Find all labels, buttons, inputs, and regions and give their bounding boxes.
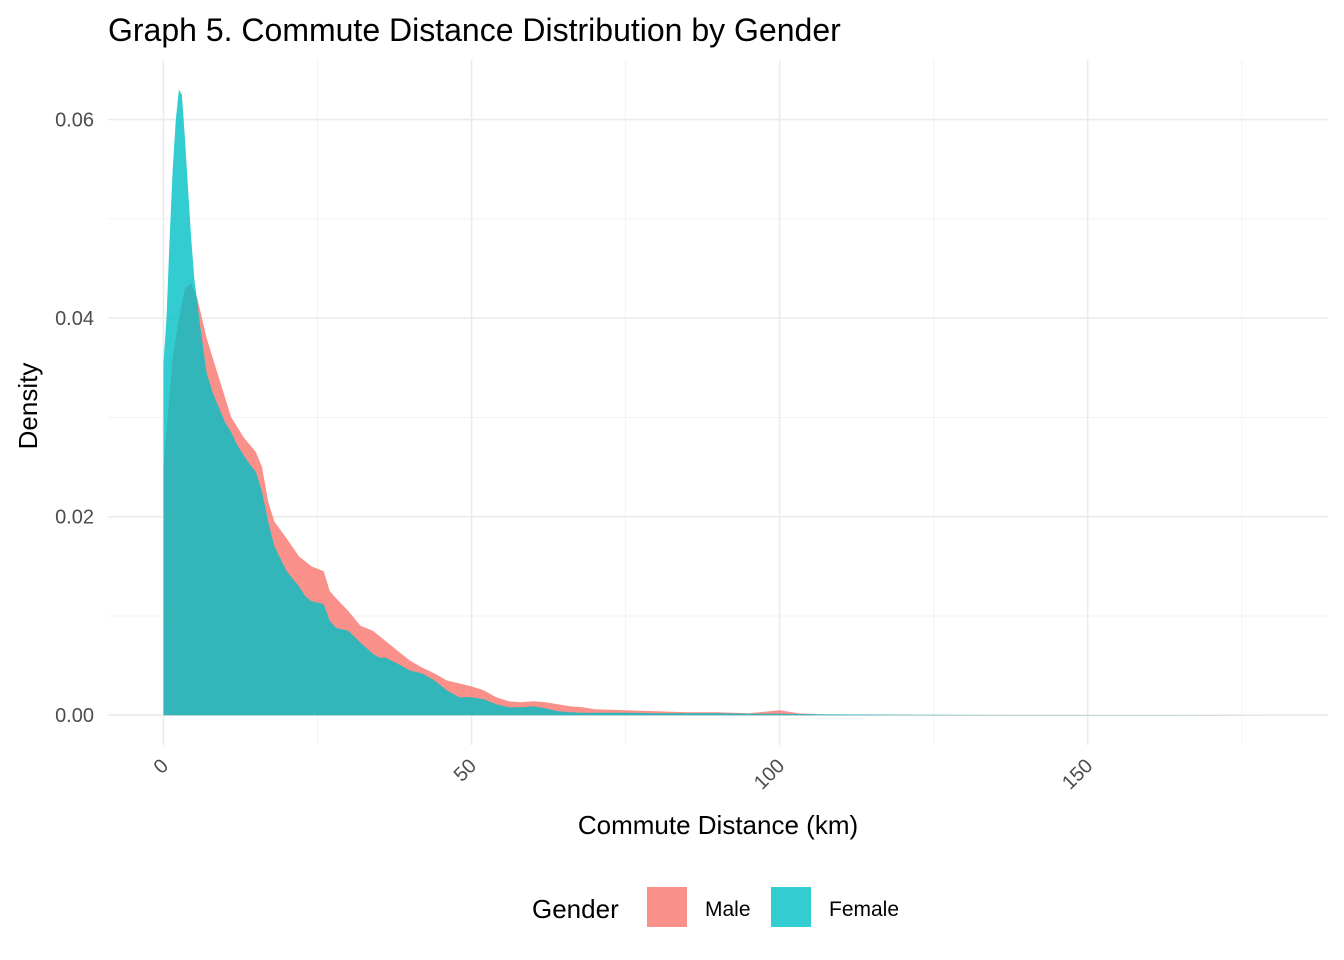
y-tick-label: 0.06 <box>55 110 94 132</box>
y-axis-title: Density <box>13 363 43 450</box>
legend-label-male: Male <box>705 898 751 921</box>
grid-lines <box>108 60 1328 745</box>
density-areas <box>163 89 1273 716</box>
legend-key-female <box>771 887 811 927</box>
density-area-female <box>163 89 1273 716</box>
legend-key-male <box>647 887 687 927</box>
legend-label-female: Female <box>829 898 899 921</box>
x-tick-label: 100 <box>750 755 789 794</box>
y-tick-label: 0.02 <box>55 507 94 529</box>
x-axis-title: Commute Distance (km) <box>578 810 858 840</box>
x-tick-label: 0 <box>150 755 173 778</box>
y-tick-label: 0.04 <box>55 308 94 330</box>
y-tick-label: 0.00 <box>55 705 94 727</box>
x-tick-label: 50 <box>450 755 481 786</box>
x-tick-label: 150 <box>1058 755 1097 794</box>
legend: Gender Male Female <box>532 887 899 927</box>
legend-title: Gender <box>532 894 619 924</box>
chart-title: Graph 5. Commute Distance Distribution b… <box>108 12 841 48</box>
